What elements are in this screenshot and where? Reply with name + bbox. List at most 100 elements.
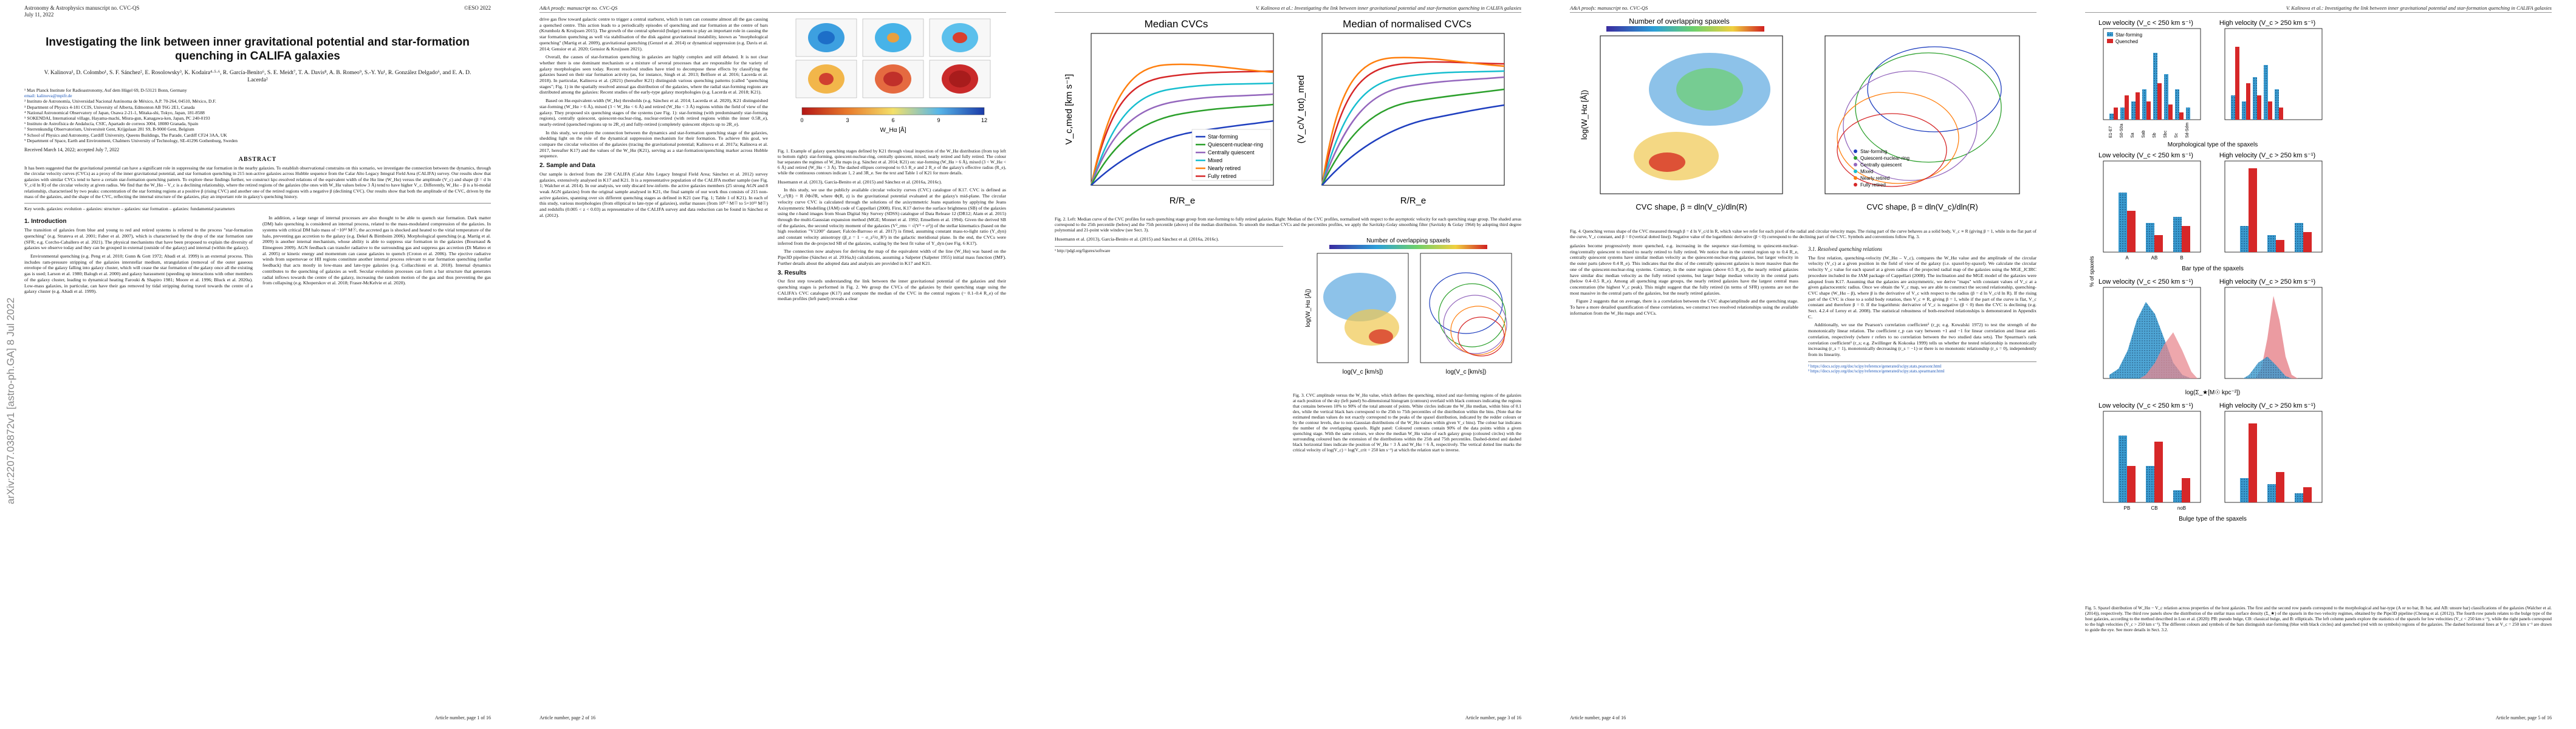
plot-frame-left bbox=[1600, 35, 1783, 194]
paragraph: The transition of galaxies from blue and… bbox=[24, 227, 253, 251]
plot-frame-right bbox=[1321, 33, 1505, 186]
panel-title-low: Low velocity (V_c < 250 km s⁻¹) bbox=[2098, 19, 2193, 27]
page-footer: Article number, page 4 of 16 bbox=[1570, 715, 1626, 720]
tick-label: E1-E7 bbox=[2109, 126, 2113, 138]
y-axis-label-left: V_c,med [km s⁻¹] bbox=[1064, 74, 1074, 145]
colorbar-label: W_Hα [Å] bbox=[880, 126, 906, 134]
legend-label: Mixed bbox=[1860, 169, 1873, 174]
x-axis-label-left: log(V_c [km/s]) bbox=[1343, 369, 1383, 375]
figure-3-quenching-velocity: Number of overlapping spaxels bbox=[1304, 238, 1512, 375]
plot-frame bbox=[2224, 28, 2323, 120]
panel-title-high: High velocity (V_c > 250 km s⁻¹) bbox=[2219, 402, 2315, 409]
figure-2-caption: Fig. 2. Left: Median curve of the CVC pr… bbox=[1055, 216, 1521, 233]
plot-title-left: Median CVCs bbox=[1145, 18, 1208, 30]
tick-label: AB bbox=[2151, 255, 2158, 261]
page-4: A&A proofs: manuscript no. CVC-QS Number… bbox=[1546, 0, 2061, 729]
panel-title-low: Low velocity (V_c < 250 km s⁻¹) bbox=[2098, 278, 2193, 286]
legend-label: Star-forming bbox=[2115, 32, 2142, 38]
legend-label: Star-forming bbox=[1208, 134, 1238, 140]
legend: Star-forming Quenched bbox=[2107, 32, 2142, 44]
page-footer: Article number, page 1 of 16 bbox=[434, 715, 491, 720]
x-axis-label-right: log(V_c [km/s]) bbox=[1446, 369, 1487, 375]
row1-bars bbox=[2109, 47, 2283, 120]
legend-label: Centrally quiescent bbox=[1860, 162, 1902, 168]
affiliation: ² Instituto de Astronomía, Universidad N… bbox=[24, 98, 216, 104]
histogram-quenched bbox=[2140, 332, 2197, 378]
x-axis-label: Bar type of the spaxels bbox=[2182, 265, 2244, 272]
plot-frame-left bbox=[1091, 33, 1274, 186]
paragraph: galaxies become progressively more quenc… bbox=[1570, 243, 1798, 296]
footnote-link[interactable]: ² https://docs.scipy.org/doc/scipy/refer… bbox=[1808, 363, 1942, 369]
figure-2-median-cvcs: Median CVCs Median of normalised CVCs V_… bbox=[1064, 18, 1505, 206]
tick-label: noB bbox=[2177, 505, 2186, 511]
section-heading: 3. Results bbox=[778, 269, 807, 276]
figure-1-galaxy-maps: 0 3 6 9 12 W_Hα [Å] bbox=[795, 18, 991, 134]
page-3: V. Kalinova et al.: Investigating the li… bbox=[1030, 0, 1546, 729]
affiliation: ⁸ School of Physics and Astronomy, Cardi… bbox=[24, 132, 227, 138]
affiliation: ⁶ Instituto de Astrofísica de Andalucía,… bbox=[24, 121, 199, 127]
paragraph: In this study, we use the publicly avail… bbox=[778, 187, 1006, 246]
histogram-starforming bbox=[2243, 357, 2292, 378]
panel-title-high: High velocity (V_c > 250 km s⁻¹) bbox=[2219, 19, 2315, 27]
tick-label: Sd-Sdm bbox=[2185, 123, 2190, 138]
figure-5-caption: Fig. 5. Spaxel distribution of W_Hα − V_… bbox=[2085, 605, 2552, 632]
paragraph: Environmental quenching (e.g. Peng et al… bbox=[24, 253, 253, 295]
footnotes: ² https://docs.scipy.org/doc/scipy/refer… bbox=[1808, 361, 2036, 374]
x-axis-label: Bulge type of the spaxels bbox=[2179, 516, 2247, 522]
colorbar-label: Number of overlapping spaxels bbox=[1366, 238, 1450, 244]
page-footer: Article number, page 2 of 16 bbox=[540, 715, 596, 720]
footnote-link[interactable]: ³ https://docs.scipy.org/doc/scipy/refer… bbox=[1808, 369, 1945, 374]
figure-4-caption: Fig. 4. Quenching versus shape of the CV… bbox=[1570, 228, 2036, 239]
author-list: V. Kalinova¹, D. Colombo¹, S. F. Sánchez… bbox=[44, 70, 471, 83]
running-head: V. Kalinova et al.: Investigating the li… bbox=[1055, 5, 1521, 13]
journal-line: Astronomy & Astrophysics manuscript no. … bbox=[24, 5, 140, 11]
legend-label: Fully retired bbox=[1860, 182, 1886, 188]
abstract-text: It has been suggested that the gravitati… bbox=[24, 165, 491, 204]
affiliation-email[interactable]: email: kalinova@mpifr.de bbox=[24, 93, 72, 99]
paragraph: Additionally, we use the Pearson's corre… bbox=[1808, 322, 2036, 357]
plot-frame bbox=[2103, 28, 2201, 120]
plot-frame-right bbox=[1420, 253, 1512, 363]
row2-bars bbox=[2119, 168, 2312, 252]
row4-bars bbox=[2119, 423, 2312, 502]
tick-label: CB bbox=[2151, 505, 2157, 511]
colorbar-label: Number of overlapping spaxels bbox=[1629, 17, 1729, 26]
section-heading: 2. Sample and Data bbox=[540, 162, 595, 169]
subsection-heading: 3.1. Resolved quenching relations bbox=[1808, 246, 1882, 252]
copyright: ©ESO 2022 bbox=[464, 5, 491, 11]
paragraph: In addition, a large range of internal p… bbox=[262, 215, 491, 286]
figure-3-caption: Fig. 3. CVC amplitude versus the W_Hα va… bbox=[1293, 392, 1521, 453]
colorbar-tick: 3 bbox=[846, 117, 849, 123]
tick-label: B bbox=[2180, 255, 2183, 261]
legend-label: Nearly retired bbox=[1860, 176, 1889, 181]
panel-title-low: Low velocity (V_c < 250 km s⁻¹) bbox=[2098, 152, 2193, 159]
y-axis-label-right: (V_c/V_tot)_med bbox=[1296, 75, 1306, 144]
y-axis-label: log(W_Hα [Å]) bbox=[1580, 90, 1589, 140]
x-axis-label-right: CVC shape, β = dln(V_c)/dln(R) bbox=[1866, 202, 1978, 211]
paragraph: drive gas flow toward galactic centre to… bbox=[540, 16, 768, 52]
colorbar-tick: 12 bbox=[981, 117, 987, 123]
y-axis-label: % of spaxels bbox=[2089, 256, 2095, 287]
page-2: A&A proofs: manuscript no. CVC-QS drive … bbox=[515, 0, 1030, 729]
legend: Star-forming Quiescent-nuclear-ring Cent… bbox=[1854, 149, 1910, 188]
colorbar bbox=[1329, 245, 1487, 249]
paragraph: Our sample is derived from the 238 CALIF… bbox=[540, 171, 768, 218]
panel-title-high: High velocity (V_c > 250 km s⁻¹) bbox=[2219, 152, 2315, 159]
legend-label: Mixed bbox=[1208, 157, 1222, 163]
plot-frame-left bbox=[1317, 253, 1409, 363]
figure-5-spaxel-distributions: Low velocity (V_c < 250 km s⁻¹) High vel… bbox=[2089, 19, 2323, 522]
arxiv-stamp: arXiv:2207.03872v1 [astro-ph.GA] 8 Jul 2… bbox=[5, 297, 16, 504]
legend-label: Star-forming bbox=[1860, 149, 1887, 154]
received-date: Received March 14, 2022; accepted July 7… bbox=[24, 147, 120, 153]
figure-4-quenching-shape: Number of overlapping spaxels Star-formi… bbox=[1580, 17, 2020, 211]
date-line: July 11, 2022 bbox=[24, 12, 54, 18]
affiliations: ¹ Max Planck Institute for Radioastronom… bbox=[24, 87, 491, 143]
panel-title-high: High velocity (V_c > 250 km s⁻¹) bbox=[2219, 278, 2315, 286]
paragraph: In this study, we explore the connection… bbox=[540, 129, 768, 159]
affiliation: ⁵ SOKENDAI, International village, Hayam… bbox=[24, 115, 210, 122]
figure-1-caption: Fig. 1. Example of galaxy quenching stag… bbox=[778, 148, 1006, 176]
x-axis-label: log(Σ_★[M☉ kpc⁻²]) bbox=[2185, 389, 2241, 396]
x-axis-label-left: R/R_e bbox=[1170, 196, 1196, 206]
y-axis-label: log(W_Hα [Å]) bbox=[1304, 289, 1312, 327]
colorbar-tick: 0 bbox=[800, 117, 803, 123]
